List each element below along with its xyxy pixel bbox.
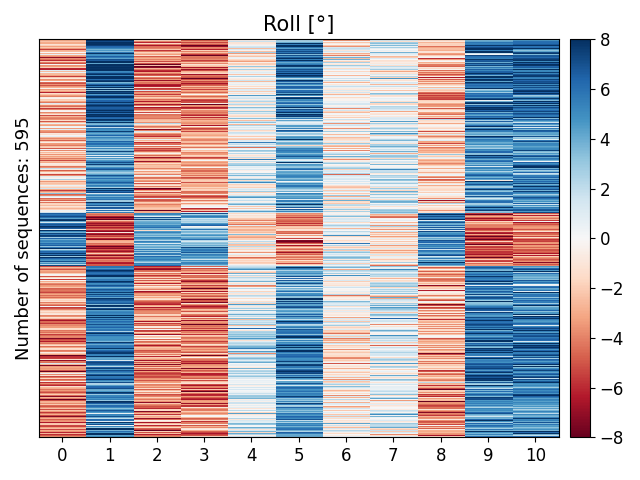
Y-axis label: Number of sequences: 595: Number of sequences: 595 xyxy=(15,117,33,360)
Title: Roll [°]: Roll [°] xyxy=(263,15,335,35)
